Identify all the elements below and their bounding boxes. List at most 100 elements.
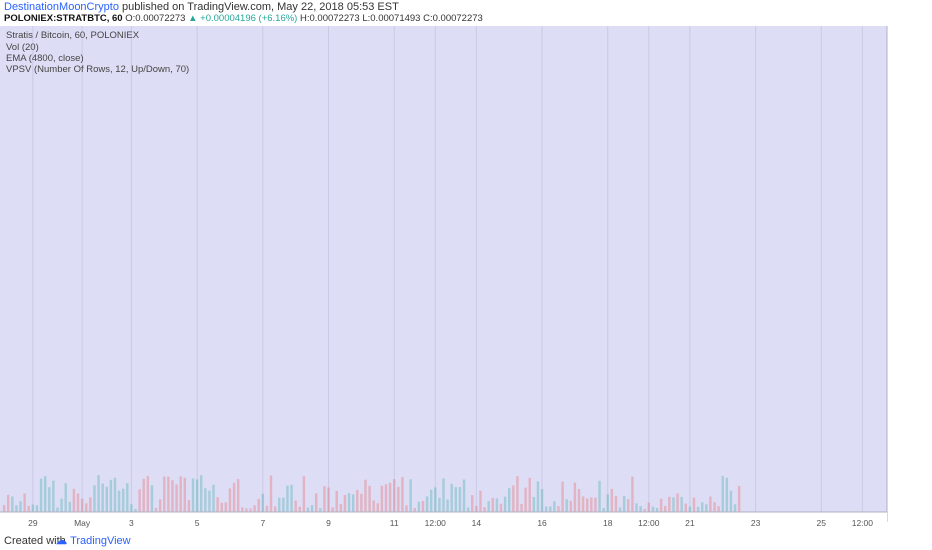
time-tick-label: 18 xyxy=(603,518,613,528)
volume-bar xyxy=(27,505,30,512)
volume-bar xyxy=(212,484,215,512)
volume-bar xyxy=(195,479,199,512)
volume-bar xyxy=(672,497,675,512)
volume-bar xyxy=(323,486,326,512)
volume-bar xyxy=(549,506,552,512)
volume-bar xyxy=(606,494,609,512)
volume-bar xyxy=(655,507,659,512)
time-tick-label: 7 xyxy=(260,518,265,528)
volume-bar xyxy=(282,497,285,512)
volume-bar xyxy=(434,487,437,512)
volume-bar xyxy=(598,480,601,512)
legend-vpsv[interactable]: VPSV (Number Of Rows, 12, Up/Down, 70) xyxy=(6,64,190,75)
volume-bar xyxy=(113,477,117,512)
volume-bar xyxy=(245,508,248,512)
volume-bar xyxy=(442,478,445,512)
symbol-label: POLONIEX:STRATBTC, 60 xyxy=(4,13,123,24)
volume-bar xyxy=(413,507,416,512)
volume-bar xyxy=(561,481,564,512)
volume-bar xyxy=(134,508,137,512)
volume-bar xyxy=(393,479,396,512)
volume-bar xyxy=(524,487,527,512)
volume-bar xyxy=(483,507,486,512)
volume-bar xyxy=(228,488,232,512)
time-tick-label: 29 xyxy=(28,518,38,528)
volume-bar xyxy=(721,475,724,512)
open-label: O: xyxy=(125,13,136,24)
volume-bar xyxy=(314,493,318,512)
volume-bar xyxy=(602,508,605,512)
time-axis[interactable] xyxy=(0,512,887,533)
author-link[interactable]: DestinationMoonCrypto xyxy=(4,1,119,13)
time-tick-label: 12:00 xyxy=(425,518,447,528)
volume-bar xyxy=(627,499,630,512)
volume-bar xyxy=(532,496,536,512)
volume-bar xyxy=(290,484,293,512)
legend-title[interactable]: Stratis / Bitcoin, 60, POLONIEX xyxy=(6,30,140,41)
volume-bar xyxy=(339,504,343,512)
legend-ema[interactable]: EMA (4800, close) xyxy=(6,53,84,64)
time-tick-label: 3 xyxy=(129,518,134,528)
volume-bar xyxy=(126,483,129,512)
volume-bar xyxy=(23,493,26,512)
volume-bar xyxy=(577,489,581,512)
volume-bar xyxy=(664,506,667,512)
volume-bars xyxy=(2,475,741,512)
volume-bar xyxy=(19,501,22,512)
price-axis[interactable] xyxy=(887,26,932,522)
volume-bar xyxy=(508,488,511,512)
volume-bar xyxy=(614,496,618,512)
volume-bar xyxy=(499,503,503,512)
volume-bar xyxy=(93,485,96,512)
volume-bar xyxy=(544,506,548,512)
change-value: ▲ +0.00004196 (+6.16%) xyxy=(188,13,298,24)
volume-bar xyxy=(175,484,178,512)
volume-bar xyxy=(487,501,490,512)
close-value: 0.00072273 xyxy=(432,13,483,24)
volume-bar xyxy=(438,497,441,512)
volume-bar xyxy=(466,507,470,512)
volume-bar xyxy=(216,497,219,512)
volume-bar xyxy=(388,482,392,512)
volume-bar xyxy=(540,489,544,512)
volume-bar xyxy=(446,499,449,512)
volume-bar xyxy=(417,501,421,512)
volume-bar xyxy=(462,479,466,512)
time-tick-label: 12:00 xyxy=(638,518,660,528)
volume-bar xyxy=(475,506,478,512)
volume-bar xyxy=(249,508,252,512)
volume-bar xyxy=(405,505,408,512)
volume-bar xyxy=(688,506,692,512)
time-tick-label: 9 xyxy=(326,518,331,528)
volume-bar xyxy=(351,494,355,512)
volume-bar xyxy=(187,500,191,512)
volume-bar xyxy=(286,485,289,512)
time-tick-label: 5 xyxy=(195,518,200,528)
volume-bar xyxy=(343,495,347,512)
volume-bar xyxy=(224,502,228,512)
volume-bar xyxy=(709,496,712,512)
volume-bar xyxy=(450,483,453,512)
volume-bar xyxy=(676,493,679,512)
time-axis-labels: 29 May 3 5 7 9 11 12:00 14 16 18 12:00 21 23 25 12:00 xyxy=(28,518,873,528)
volume-bar xyxy=(11,496,14,512)
volume-bar xyxy=(725,477,729,512)
legend-vol[interactable]: Vol (20) xyxy=(6,42,39,53)
time-tick-label: 23 xyxy=(751,518,761,528)
volume-bar xyxy=(684,503,687,512)
volume-bar xyxy=(557,506,560,512)
volume-bar xyxy=(257,498,260,512)
volume-bar xyxy=(121,488,125,512)
volume-bar xyxy=(15,505,18,512)
volume-bar xyxy=(635,503,638,512)
volume-bar xyxy=(56,507,59,512)
volume-bar xyxy=(179,476,182,512)
volume-bar xyxy=(138,489,141,512)
tradingview-logo[interactable]: ☁ TradingView xyxy=(56,535,131,547)
volume-bar xyxy=(380,485,384,512)
volume-bar xyxy=(2,505,6,512)
volume-bar xyxy=(265,505,269,512)
volume-bar xyxy=(512,485,515,512)
volume-bar xyxy=(376,503,379,512)
